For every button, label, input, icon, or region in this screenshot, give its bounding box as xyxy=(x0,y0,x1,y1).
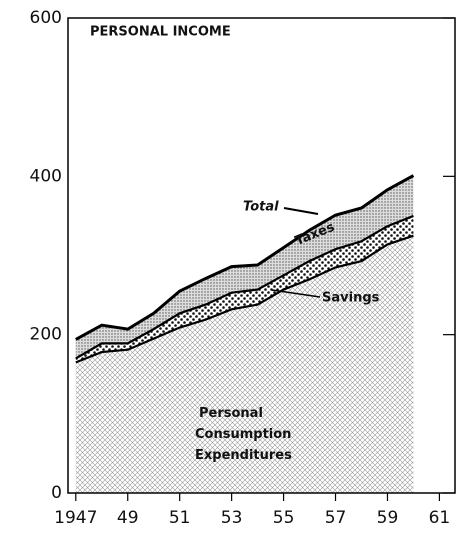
y-tick-label: 200 xyxy=(30,325,62,345)
savings-label: Savings xyxy=(322,291,380,306)
area-edge xyxy=(75,214,414,360)
y-tick-label: 600 xyxy=(30,8,62,28)
axes: 0 200 400 600 1947 49 51 53 55 57 59 61 xyxy=(30,8,456,528)
x-tick-label: 59 xyxy=(377,508,399,528)
x-tick-label: 57 xyxy=(325,508,347,528)
pce-label: Personal Consumption Expenditures xyxy=(195,406,292,463)
total-label: Total xyxy=(243,200,279,215)
areas xyxy=(75,174,415,494)
x-tick-label: 61 xyxy=(429,508,451,528)
x-tick-label: 1947 xyxy=(54,508,97,528)
x-tick-label: 55 xyxy=(273,508,295,528)
plot-frame xyxy=(67,17,456,494)
x-tick-label: 53 xyxy=(221,508,243,528)
y-tick-label: 0 xyxy=(51,483,62,503)
area xyxy=(75,235,414,494)
area-edge xyxy=(75,234,414,364)
y-tick-label: 400 xyxy=(30,166,62,186)
chart-title: PERSONAL INCOME xyxy=(90,25,231,40)
area-edge xyxy=(75,174,415,341)
x-tick-label: 49 xyxy=(117,508,139,528)
x-tick-label: 51 xyxy=(169,508,191,528)
savings-arrow xyxy=(271,289,321,298)
total-arrow xyxy=(283,207,319,215)
